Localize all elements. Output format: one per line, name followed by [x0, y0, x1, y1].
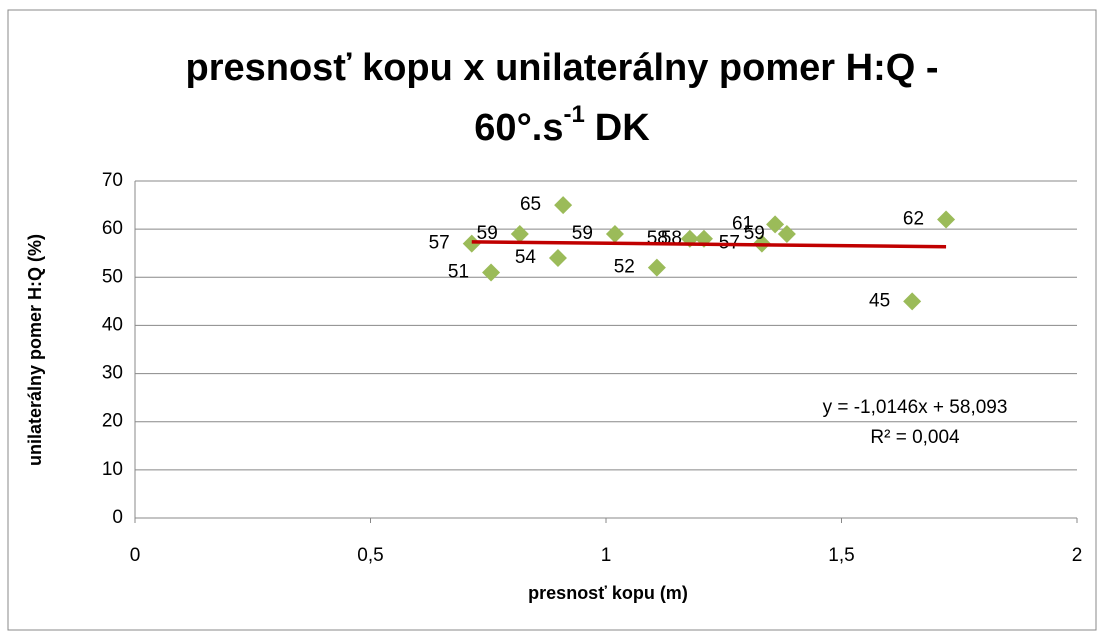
- data-point: [605, 224, 624, 243]
- y-tick-label: 60: [102, 218, 123, 239]
- y-tick-label: 30: [102, 363, 123, 384]
- data-label: 61: [732, 213, 753, 234]
- data-label: 45: [869, 290, 890, 311]
- x-tick-label: 0: [130, 545, 141, 566]
- data-point: [548, 249, 567, 268]
- data-point: [777, 224, 796, 243]
- data-point: [647, 258, 666, 277]
- trendline: [471, 240, 947, 249]
- data-point: [766, 215, 785, 234]
- data-point: [903, 292, 922, 311]
- x-tick-label: 1: [601, 545, 612, 566]
- y-tick-label: 10: [102, 459, 123, 480]
- y-tick-label: 70: [102, 170, 123, 191]
- data-label: 59: [744, 223, 765, 244]
- data-label: 51: [448, 261, 469, 282]
- data-label: 65: [520, 194, 541, 215]
- y-tick-label: 40: [102, 314, 123, 335]
- data-label: 52: [614, 257, 635, 278]
- y-axis-title: unilaterálny pomer H:Q (%): [25, 234, 45, 466]
- y-tick-label: 50: [102, 266, 123, 287]
- data-point: [554, 196, 573, 215]
- data-label: 54: [515, 247, 537, 268]
- y-tick-label: 0: [112, 507, 123, 528]
- data-point: [462, 234, 481, 253]
- data-point: [937, 210, 956, 229]
- title-part: DK: [595, 107, 650, 149]
- title-superscript: -1: [563, 101, 584, 128]
- title-part: 60°.s: [474, 107, 563, 149]
- data-label: 62: [903, 209, 924, 230]
- data-label: 59: [572, 223, 593, 244]
- chart-border: [7, 9, 1097, 631]
- data-point: [482, 263, 501, 282]
- x-tick-label: 0,5: [357, 545, 383, 566]
- chart-title: presnosť kopu x unilaterálny pomer H:Q -: [185, 47, 938, 89]
- data-label: 57: [429, 233, 450, 254]
- data-label: 59: [477, 223, 498, 244]
- x-axis-title: presnosť kopu (m): [528, 583, 688, 603]
- trendline-equation: y = -1,0146x + 58,093: [823, 397, 1008, 418]
- x-tick-label: 1,5: [828, 545, 854, 566]
- data-point: [510, 224, 529, 243]
- chart-title: 60°.s-1 DK: [474, 101, 650, 149]
- x-tick-label: 2: [1072, 545, 1083, 566]
- y-tick-label: 20: [102, 411, 123, 432]
- trendline-r2: R² = 0,004: [870, 427, 960, 448]
